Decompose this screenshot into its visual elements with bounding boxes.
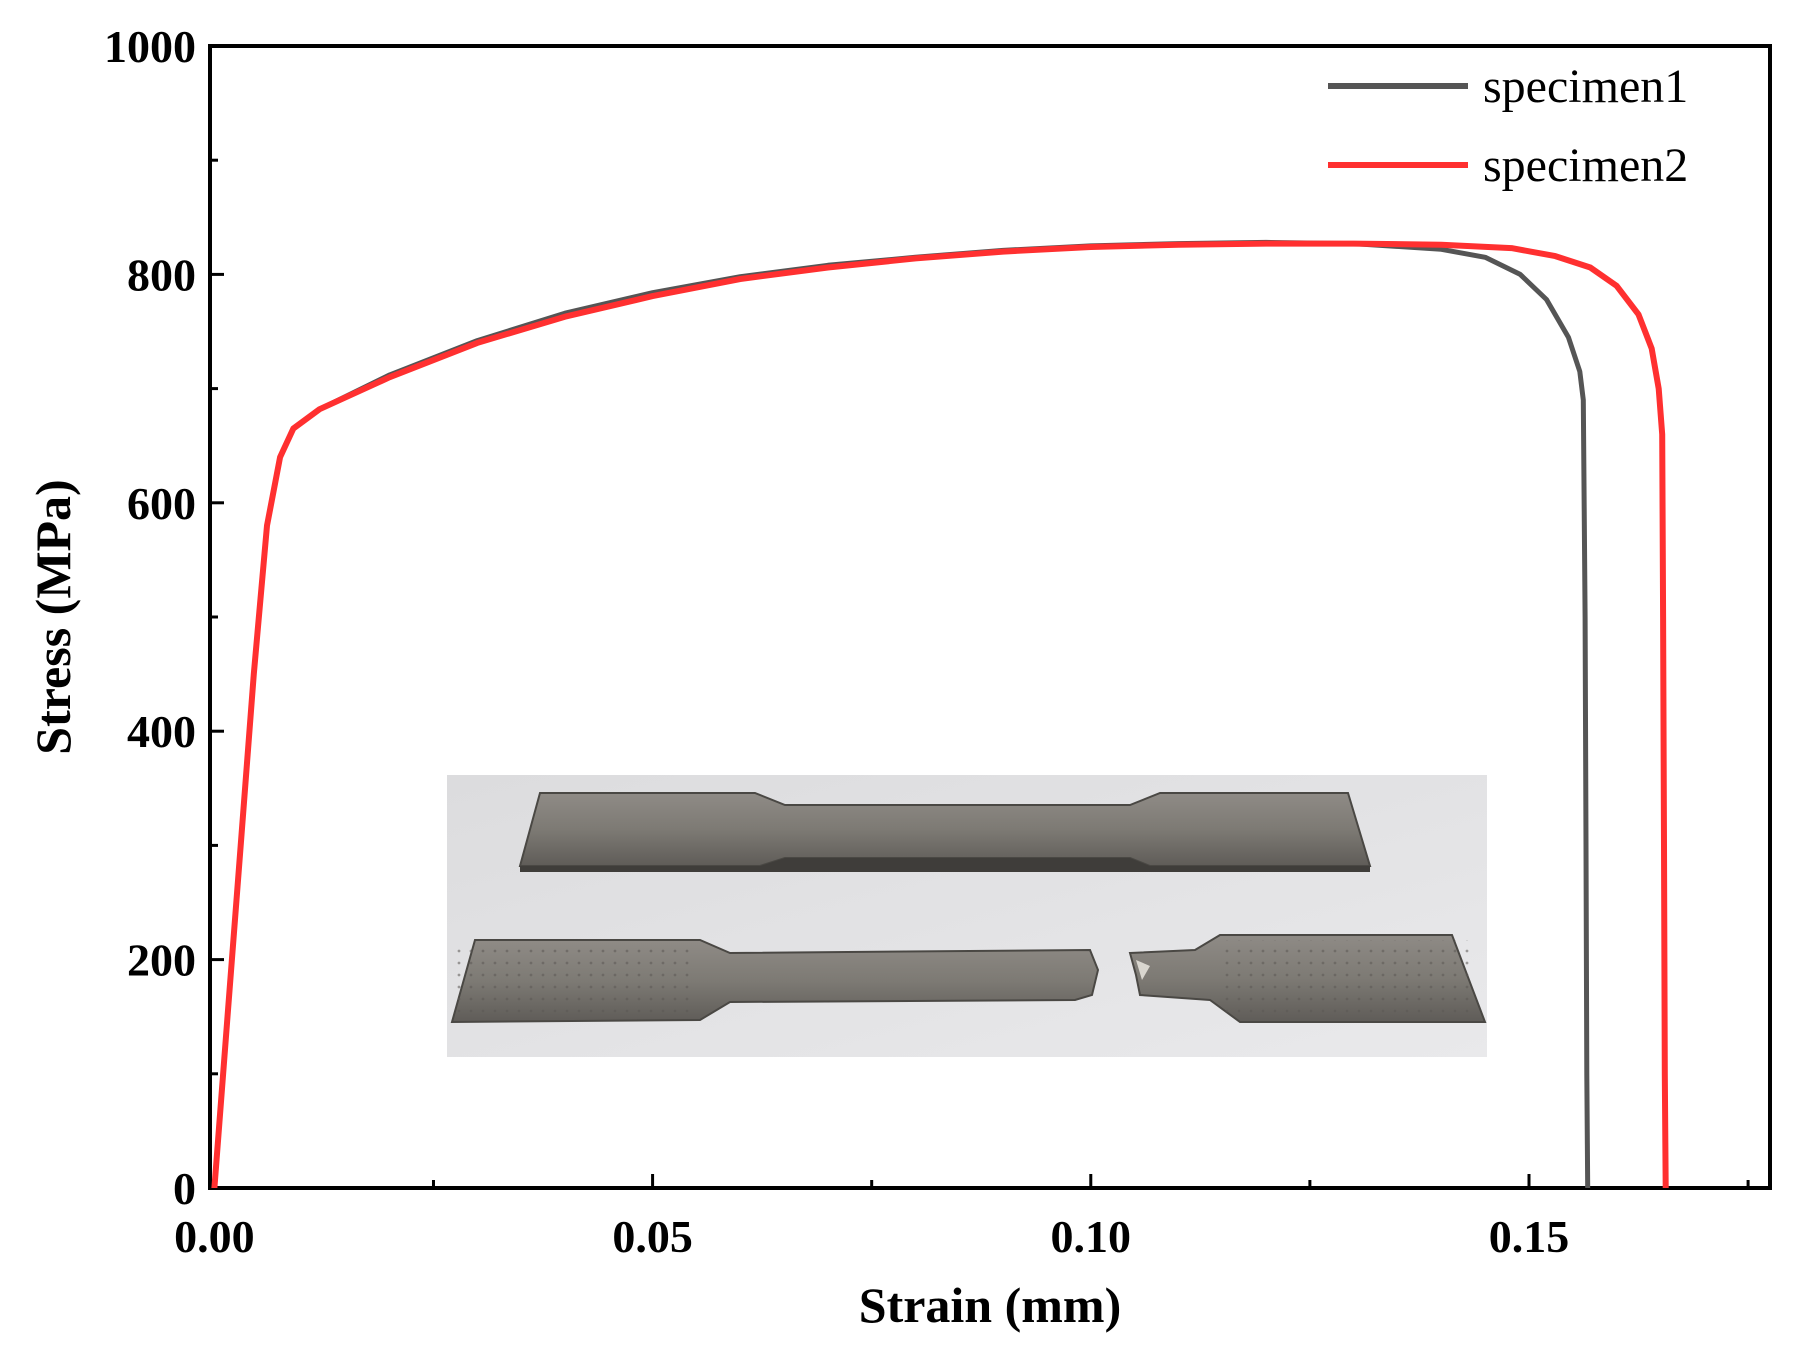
- x-axis-title: Strain (mm): [859, 1277, 1121, 1333]
- y-tick-label: 200: [127, 935, 196, 986]
- y-tick-label: 1000: [104, 21, 196, 72]
- specimen-photo-inset: [447, 775, 1487, 1057]
- x-tick-label: 0.05: [612, 1211, 693, 1262]
- y-tick-label: 400: [127, 706, 196, 757]
- y-tick-label: 0: [173, 1163, 196, 1214]
- x-tick-label: 0.15: [1489, 1211, 1570, 1262]
- x-tick-label: 0.10: [1051, 1211, 1132, 1262]
- legend-label-specimen1: specimen1: [1483, 60, 1688, 113]
- series-layer: [211, 239, 1669, 1188]
- y-tick-label: 800: [127, 249, 196, 300]
- legend-label-specimen2: specimen2: [1483, 139, 1688, 192]
- y-axis-title: Stress (MPa): [25, 479, 81, 754]
- axis-tick-labels: 0.00 0.05 0.10 0.15 0 200 400 600 800 1000: [104, 21, 1569, 1262]
- x-tick-label: 0.00: [174, 1211, 255, 1262]
- y-tick-label: 600: [127, 478, 196, 529]
- legend: specimen1 specimen2: [1328, 60, 1688, 192]
- series-line-specimen2: [211, 240, 1669, 1188]
